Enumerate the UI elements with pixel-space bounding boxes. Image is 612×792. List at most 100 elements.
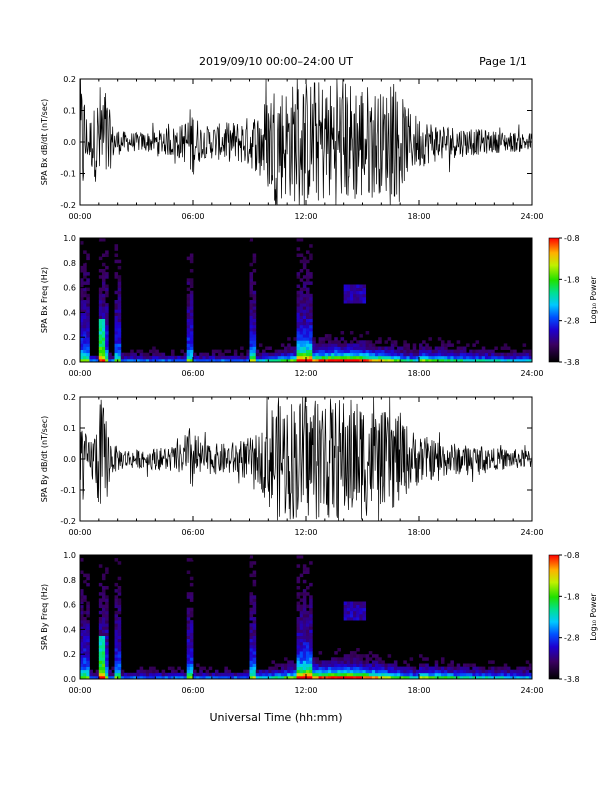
spectrogram-cell (186, 318, 191, 323)
y-tick-label: 0.2 (63, 650, 76, 659)
spectrogram-cell (98, 309, 103, 313)
spectrogram-cell (403, 669, 407, 674)
spectrogram-cell (101, 272, 106, 276)
spectrogram-cell (189, 340, 194, 344)
spectrogram-cell (152, 666, 156, 671)
y-tick-label: 0.1 (63, 107, 76, 116)
spectrogram-cell (274, 349, 279, 354)
spectrogram-cell (114, 641, 119, 646)
spectrogram-cell (117, 598, 122, 602)
spectrogram-cell (497, 352, 502, 357)
spectrogram-cell (422, 346, 426, 350)
spectrogram-cell (356, 657, 360, 661)
by-spectrogram-panel: 00:00 06:00 12:00 18:00 24:001.00.80.60.40.2… (40, 551, 544, 695)
spectrogram-cell (346, 666, 351, 671)
spectrogram-cell (362, 660, 367, 664)
spectrogram-cell (475, 669, 480, 674)
spectrogram-cell (80, 346, 84, 350)
spectrogram-cell (145, 355, 150, 360)
figure-title: 2019/09/10 00:00–24:00 UT (199, 55, 353, 68)
spectrogram-cell (271, 675, 276, 680)
spectrogram-cell (309, 244, 313, 248)
spectrogram-cell (306, 278, 310, 282)
spectrogram-cell (491, 358, 495, 363)
spectrogram-cell (80, 300, 84, 304)
spectrogram-cell (274, 352, 279, 357)
spectrogram-cell (522, 349, 527, 354)
spectrogram-cell (117, 334, 122, 338)
spectrogram-cell (86, 644, 90, 649)
spectrogram-cell (101, 340, 106, 344)
spectrogram-cell (491, 666, 495, 671)
spectrogram-cell (114, 306, 119, 310)
spectrogram-cell (393, 660, 398, 664)
spectrogram-cell (450, 675, 454, 680)
spectrogram-cell (86, 660, 90, 664)
spectrogram-cell (98, 663, 103, 667)
spectrogram-cell (459, 355, 464, 360)
spectrogram-cell (189, 641, 194, 646)
spectrogram-cell (353, 669, 357, 674)
spectrogram-cell (353, 290, 357, 295)
spectrogram-cell (80, 595, 84, 599)
spectrogram-cell (353, 358, 357, 363)
spectrogram-cell (359, 340, 363, 344)
spectrogram-cell (362, 617, 367, 621)
spectrogram-cell (422, 355, 426, 360)
spectrogram-cell (214, 669, 219, 674)
spectrogram-cell (218, 358, 222, 363)
spectrogram-cell (359, 660, 363, 664)
spectrogram-cell (337, 346, 341, 350)
spectrogram-cell (302, 675, 307, 680)
spectrogram-cell (117, 651, 122, 655)
spectrogram-cell (114, 253, 119, 257)
spectrogram-cell (353, 355, 357, 360)
spectrogram-cell (306, 626, 310, 630)
y-axis-label: SPA By dB/dt (nT/sec) (40, 416, 49, 503)
spectrogram-cell (340, 663, 345, 667)
spectrogram-cell (83, 340, 87, 344)
spectrogram-cell (290, 666, 294, 671)
spectrogram-cell (337, 355, 341, 360)
spectrogram-cell (462, 352, 467, 357)
spectrogram-cell (400, 666, 404, 671)
spectrogram-cell (105, 607, 109, 612)
spectrogram-cell (249, 635, 254, 640)
spectrogram-cell (296, 672, 301, 677)
spectrogram-cell (302, 327, 307, 332)
spectrogram-cell (299, 598, 304, 602)
spectrogram-cell (428, 669, 432, 674)
spectrogram-cell (268, 352, 272, 357)
y-tick-label: 0.2 (63, 393, 76, 402)
spectrogram-cell (346, 660, 351, 664)
spectrogram-cell (397, 352, 401, 357)
spectrogram-cell (80, 672, 84, 677)
spectrogram-cell (306, 327, 310, 332)
spectrogram-cell (312, 346, 316, 350)
spectrogram-cell (114, 610, 119, 615)
spectrogram-cell (240, 355, 244, 360)
spectrogram-cell (111, 672, 115, 677)
spectrogram-cell (327, 663, 332, 667)
spectrogram-cell (249, 281, 254, 285)
spectrogram-cell (412, 672, 417, 677)
spectrogram-cell (334, 358, 338, 363)
spectrogram-cell (466, 672, 470, 677)
spectrogram-cell (359, 617, 363, 621)
spectrogram-cell (189, 657, 194, 661)
spectrogram-cell (346, 607, 351, 612)
spectrogram-cell (174, 355, 178, 360)
spectrogram-cell (422, 349, 426, 354)
spectrogram-cell (340, 349, 345, 354)
spectrogram-cell (331, 343, 335, 347)
spectrogram-cell (120, 672, 125, 677)
spectrogram-cell (343, 352, 348, 357)
spectrogram-cell (397, 675, 401, 680)
spectrogram-cell (249, 626, 254, 630)
spectrogram-cell (249, 657, 254, 661)
spectrogram-cell (409, 358, 414, 363)
spectrogram-cell (481, 666, 486, 671)
spectrogram-cell (343, 663, 348, 667)
spectrogram-cell (302, 349, 307, 354)
spectrogram-cell (309, 349, 313, 354)
